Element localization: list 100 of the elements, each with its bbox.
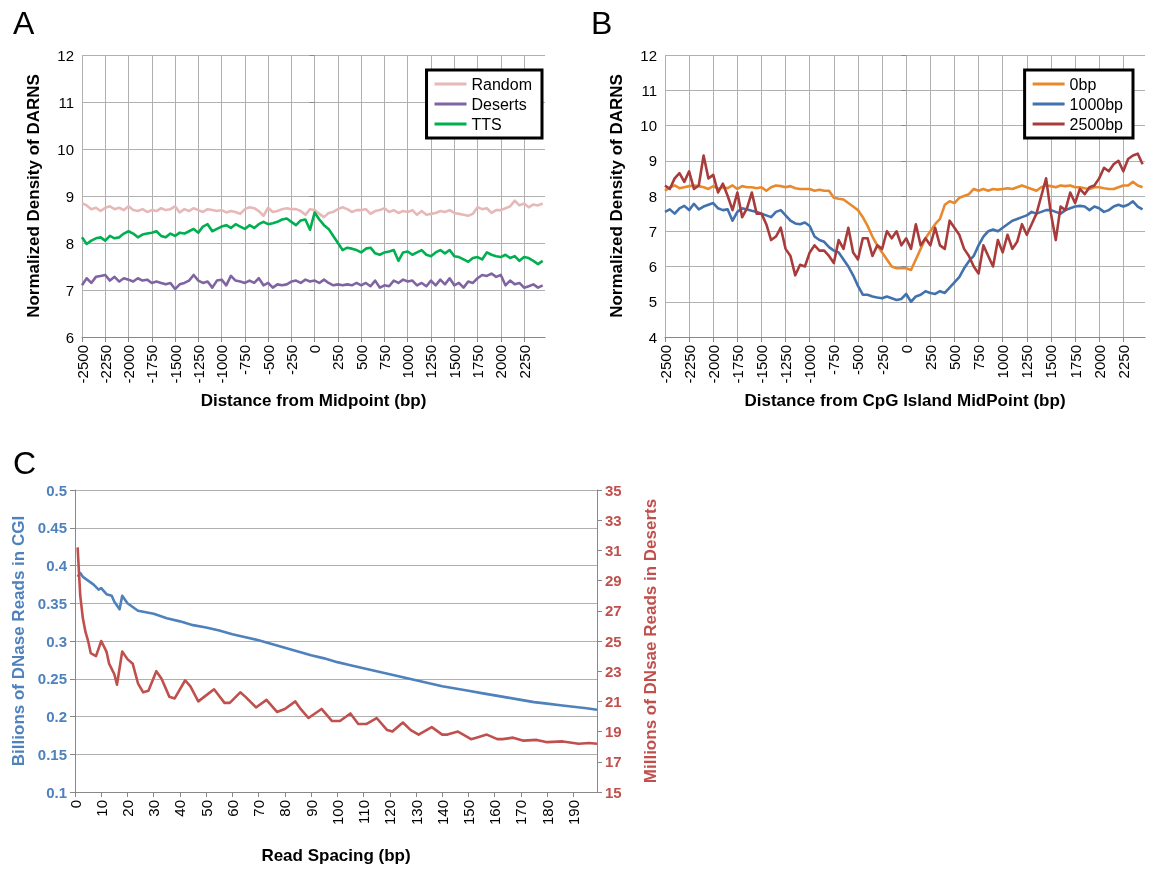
x-tick-label: -2000	[704, 345, 722, 384]
x-tick-label: 10	[92, 800, 110, 817]
y-tick-label: 9	[65, 187, 74, 205]
y-tick-label: 10	[640, 117, 657, 134]
x-tick-label: -250	[873, 345, 891, 376]
x-tick-label: 0	[66, 800, 84, 809]
x-tick-label: 2000	[492, 345, 510, 379]
x-tick-label: 90	[302, 800, 320, 817]
y-tick-label: 0.3	[46, 632, 67, 650]
x-tick-label: 750	[970, 345, 988, 371]
x-tick-label: -1750	[143, 345, 161, 384]
y-tick-label: 0.35	[37, 594, 67, 612]
x-tick-label: -1750	[728, 345, 746, 384]
x-tick-label: 40	[171, 800, 189, 817]
x-tick-label: 120	[381, 800, 399, 826]
y2-tick-label: 33	[605, 511, 622, 529]
legend-label: 2500bp	[1069, 115, 1124, 133]
chart-title: C	[13, 445, 37, 481]
x-tick-label: 60	[223, 800, 241, 817]
x-axis-title: Read Spacing (bp)	[261, 846, 411, 865]
y2-tick-label: 31	[605, 541, 622, 559]
x-axis-title: Distance from Midpoint (bp)	[200, 391, 427, 410]
x-tick-label: 50	[197, 800, 215, 817]
x-tick-label: -1250	[777, 345, 795, 384]
x-tick-label: 110	[355, 800, 373, 824]
y-tick-label: 0.2	[46, 708, 67, 725]
x-tick-label: -2250	[96, 345, 114, 384]
y-tick-label: 11	[641, 81, 657, 99]
x-tick-label: 140	[433, 800, 451, 826]
x-tick-label: 100	[328, 800, 346, 826]
x-tick-label: -1000	[801, 345, 819, 384]
y2-tick-label: 21	[605, 692, 622, 710]
x-tick-label: 250	[329, 345, 347, 371]
y-tick-label: 8	[65, 234, 74, 252]
y-tick-label: 5	[648, 293, 657, 311]
y-tick-label: 8	[648, 187, 657, 205]
x-tick-label: -2500	[73, 345, 91, 384]
y-tick-label: 0.5	[46, 481, 67, 499]
line-series	[76, 546, 599, 745]
x-tick-label: -750	[236, 345, 254, 376]
line-series	[76, 571, 599, 712]
y-tick-label: 0.15	[37, 745, 67, 763]
x-tick-label: -1500	[752, 345, 770, 384]
x-tick-label: 1000	[399, 345, 417, 379]
line-series	[80, 272, 544, 291]
y-tick-label: 0.25	[37, 670, 67, 688]
x-tick-label: 2250	[1114, 345, 1132, 379]
x-tick-label: 1750	[1066, 345, 1084, 379]
x-tick-label: 0	[306, 345, 324, 354]
y-tick-label: 6	[648, 258, 657, 275]
x-tick-label: 130	[407, 800, 425, 826]
x-tick-label: 170	[512, 800, 530, 826]
y-tick-label: 12	[640, 46, 657, 64]
x-tick-label: 1750	[469, 345, 487, 379]
x-tick-label: 160	[486, 800, 504, 826]
x-tick-label: -750	[825, 345, 843, 376]
x-tick-label: 750	[375, 345, 393, 371]
x-tick-label: 500	[352, 345, 370, 371]
y2-tick-label: 15	[605, 783, 622, 801]
x-tick-label: -1500	[166, 345, 184, 384]
x-tick-label: 250	[921, 345, 939, 371]
y-tick-label: 11	[58, 93, 74, 111]
y-axis-title: Billions of DNase Reads in CGI	[8, 515, 28, 767]
x-tick-label: 30	[145, 800, 163, 817]
line-series	[80, 199, 544, 219]
x-tick-label: 180	[538, 800, 556, 826]
y-tick-label: 6	[65, 328, 74, 346]
chart-title: A	[13, 5, 35, 41]
line-series	[80, 211, 544, 266]
x-tick-label: 1500	[445, 345, 463, 379]
x-tick-label: 1500	[1042, 345, 1060, 379]
y-axis-title: Normalized Density of DARNS	[24, 74, 43, 318]
y-tick-label: 12	[57, 46, 74, 64]
chart-title: B	[591, 5, 613, 41]
x-tick-label: -2000	[120, 345, 138, 384]
y-axis-title: Normalized Density of DARNS	[607, 74, 626, 318]
x-tick-label: -1000	[213, 345, 231, 384]
y2-tick-label: 19	[605, 723, 622, 741]
x-axis-title: Distance from CpG Island MidPoint (bp)	[744, 391, 1066, 410]
y-tick-label: 7	[648, 222, 657, 240]
x-tick-label: 150	[459, 800, 477, 826]
x-tick-label: 80	[276, 800, 294, 817]
y2-tick-label: 25	[605, 632, 622, 650]
line-series	[663, 180, 1144, 272]
y-tick-label: 0.45	[37, 519, 67, 537]
line-series	[663, 199, 1144, 304]
x-tick-label: 70	[250, 800, 268, 817]
y-tick-label: 4	[648, 328, 657, 346]
x-tick-label: 500	[945, 345, 963, 371]
legend-label: 1000bp	[1069, 95, 1124, 113]
x-tick-label: 0	[897, 345, 915, 354]
y2-tick-label: 27	[605, 602, 622, 620]
y2-tick-label: 35	[605, 481, 622, 499]
x-tick-label: -2250	[680, 345, 698, 384]
y2-tick-label: 29	[605, 572, 622, 590]
y-tick-label: 7	[65, 281, 74, 299]
line-series	[663, 152, 1144, 277]
y2-tick-label: 17	[605, 753, 622, 771]
x-tick-label: 2250	[515, 345, 533, 379]
x-tick-label: -500	[849, 345, 867, 376]
